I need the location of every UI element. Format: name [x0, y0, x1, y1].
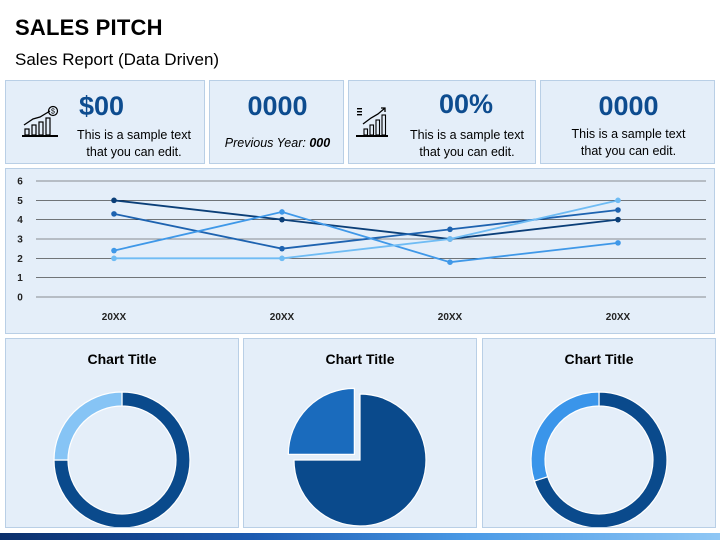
kpi-note-value: 000 [309, 136, 331, 150]
data-point [111, 247, 117, 254]
pie-slice [53, 391, 123, 461]
data-point [111, 197, 117, 204]
kpi-note-label: Previous Year: [224, 136, 306, 150]
pie-slice [53, 391, 191, 527]
data-point [447, 226, 453, 233]
kpi-text-line: This is a sample text [410, 128, 524, 142]
donut-chart [53, 391, 191, 527]
kpi-text-line: This is a sample text [77, 128, 191, 142]
x-tick-label: 20XX [438, 312, 463, 323]
line-chart-panel: 0 1 2 3 4 5 6 20XX 20XX 20XX 20XX [5, 168, 715, 334]
data-point [615, 240, 621, 246]
line-chart: 0 1 2 3 4 5 6 20XX 20XX 20XX 20XX [17, 177, 706, 323]
y-tick-label: 6 [17, 177, 23, 188]
y-tick-label: 2 [17, 254, 23, 265]
page-title: SALES PITCH [15, 15, 163, 40]
kpi-value: 0000 [598, 91, 659, 121]
kpi-text-line: that you can edit. [580, 144, 677, 158]
y-tick-label: 1 [17, 273, 23, 284]
kpi-text-line: This is a sample text [571, 127, 686, 141]
money-growth-chart-icon: $ [22, 105, 59, 137]
chart-title: Chart Title [564, 351, 634, 367]
pie-chart-card: Chart Title [243, 338, 477, 528]
data-point [615, 197, 621, 204]
x-tick-label: 20XX [606, 312, 631, 323]
pie-chart [287, 387, 427, 527]
kpi-card-revenue: $ $00 This is a sample text that you can… [5, 80, 205, 164]
svg-text:$: $ [51, 109, 55, 116]
donut-chart [530, 391, 668, 527]
series-line-1 [113, 199, 619, 240]
data-point [447, 236, 453, 242]
pie-slice [533, 391, 668, 527]
data-point [279, 216, 285, 223]
kpi-note: Previous Year: 000 [210, 135, 345, 152]
data-point [111, 255, 117, 262]
kpi-value: 0000 [247, 91, 308, 121]
donut-chart-card-2: Chart Title [482, 338, 716, 528]
y-tick-label: 3 [17, 235, 23, 246]
data-point [279, 245, 285, 252]
pie-slice [287, 387, 355, 455]
data-point [615, 207, 621, 213]
y-tick-label: 5 [17, 196, 23, 207]
kpi-card-growth: 00% This is a sample text that you can e… [348, 80, 536, 164]
kpi-text-line: that you can edit. [419, 145, 515, 159]
donut-chart-card-1: Chart Title [5, 338, 239, 528]
pie-slice [293, 393, 427, 527]
kpi-value: 00% [439, 89, 494, 119]
kpi-card-previous-year: 0000 Previous Year: 000 [209, 80, 344, 164]
data-point [111, 211, 117, 217]
footer-gradient-stripe [0, 533, 720, 540]
chart-title: Chart Title [325, 351, 395, 367]
data-point [279, 255, 285, 262]
series-line-3 [113, 211, 619, 264]
growth-chart-document-icon [356, 107, 388, 137]
kpi-description: This is a sample text that you can edit. [541, 126, 716, 160]
kpi-description: This is a sample text that you can edit. [64, 127, 204, 161]
data-point [615, 216, 621, 223]
kpi-card-count: 0000 This is a sample text that you can … [540, 80, 715, 164]
x-tick-label: 20XX [270, 312, 295, 323]
series-line-4 [114, 199, 619, 260]
kpi-text-line: that you can edit. [86, 145, 182, 159]
pie-slice [530, 391, 600, 482]
page-subtitle: Sales Report (Data Driven) [15, 50, 220, 69]
x-tick-label: 20XX [102, 312, 127, 323]
y-tick-label: 0 [17, 293, 23, 304]
y-tick-label: 4 [17, 215, 23, 226]
data-point [279, 209, 285, 215]
kpi-value: $00 [79, 91, 125, 121]
chart-title: Chart Title [87, 351, 157, 367]
data-point [447, 259, 453, 265]
kpi-description: This is a sample text that you can edit. [397, 127, 537, 161]
